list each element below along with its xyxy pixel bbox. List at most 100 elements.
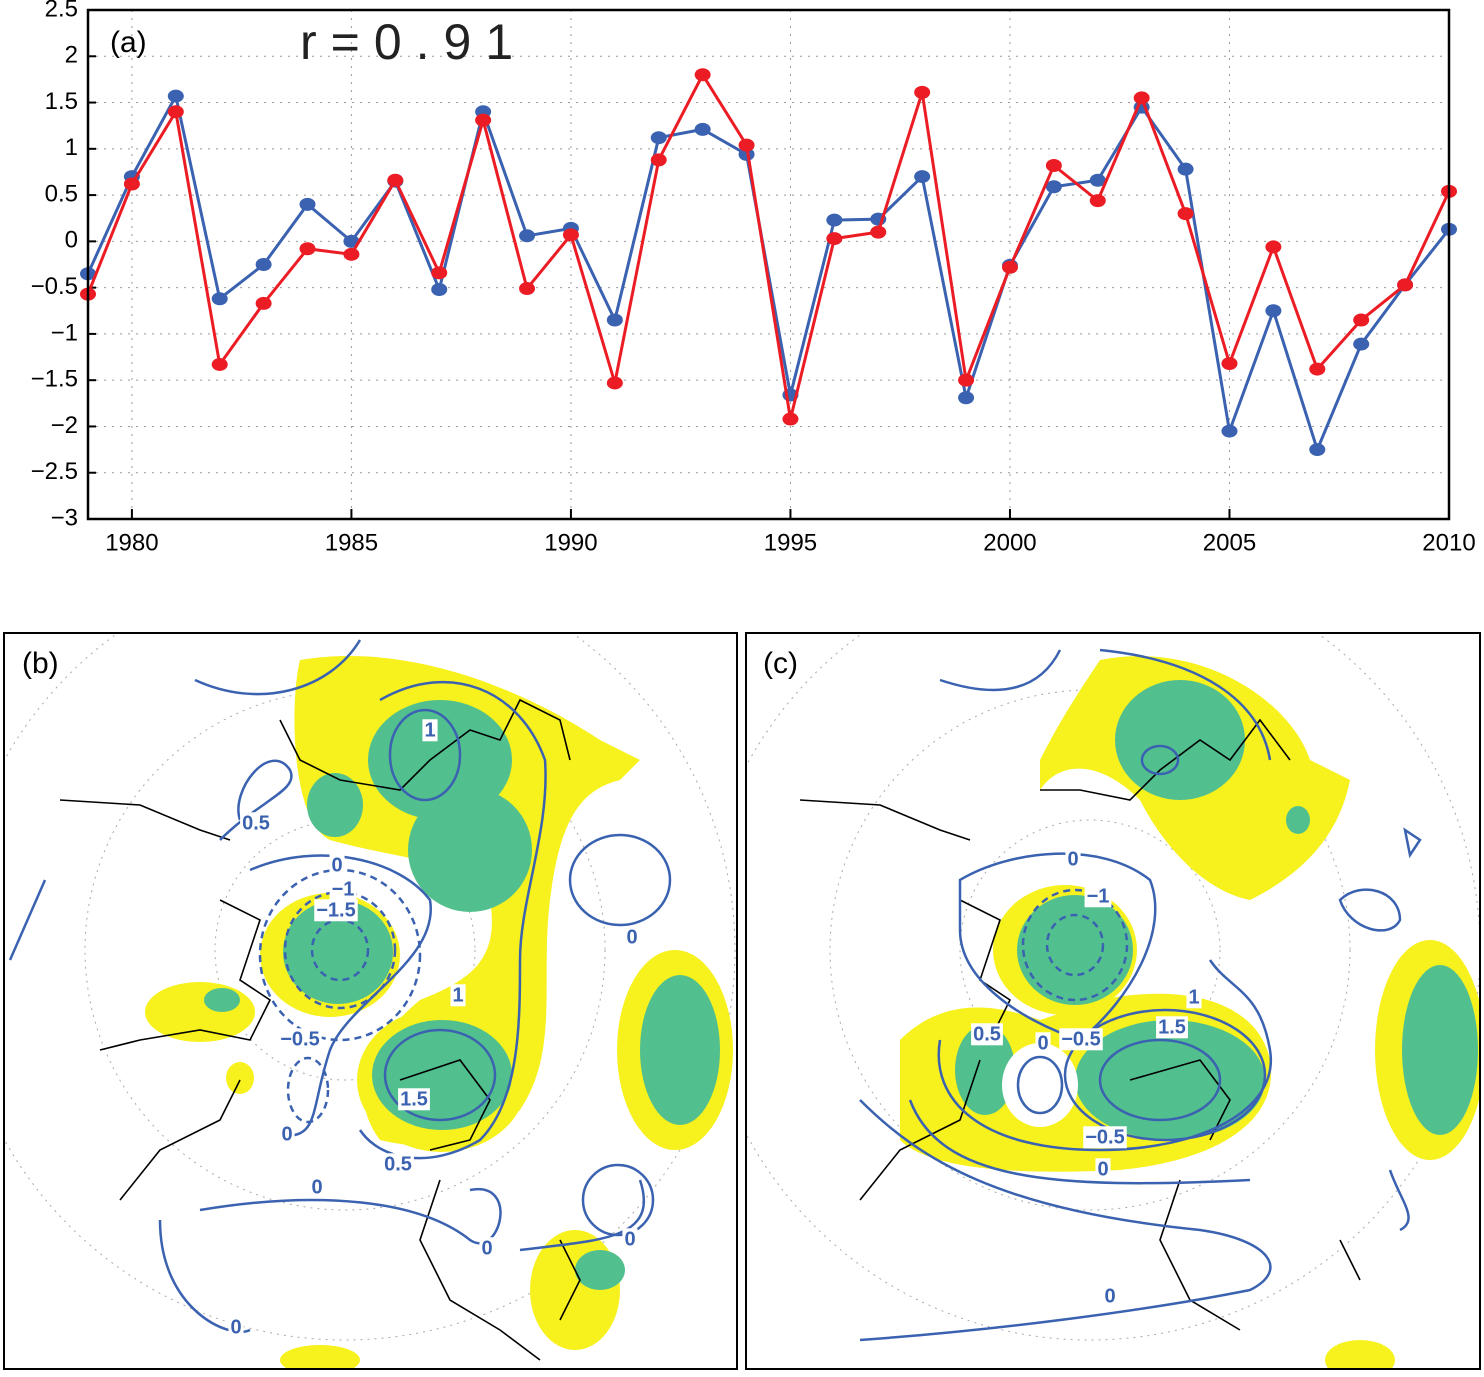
x-tick-label: 2000 — [983, 529, 1036, 556]
label-box — [1065, 848, 1081, 871]
label-box — [1083, 1126, 1127, 1149]
y-tick-label: −2 — [51, 412, 78, 439]
data-point — [650, 153, 667, 167]
y-tick-label: 2 — [65, 42, 78, 69]
y-tick-label: 2.5 — [45, 0, 78, 22]
data-point — [1221, 357, 1238, 371]
line-chart: −3 −2.5 −2 −1.5 −1 −0.5 0 0.5 1 1.5 2 2.5 1980 1985 19… — [31, 0, 1476, 556]
data-point — [826, 213, 843, 227]
data-point — [1353, 313, 1370, 327]
x-tick-label: 2005 — [1203, 529, 1256, 556]
label-box — [329, 854, 345, 877]
data-point — [694, 122, 711, 136]
y-tick-label: 1 — [65, 134, 78, 161]
data-point — [1089, 194, 1106, 208]
y-tick-label: −1.5 — [31, 366, 78, 393]
data-point — [870, 225, 887, 239]
panel-label: (a) — [110, 26, 147, 59]
data-point — [606, 313, 623, 327]
label-box — [450, 984, 466, 1007]
data-point — [1309, 362, 1326, 376]
data-point — [1045, 180, 1062, 194]
data-point — [343, 234, 360, 248]
data-point — [431, 282, 448, 296]
data-point — [738, 138, 755, 152]
contour-label: −0.5 — [1085, 1126, 1124, 1148]
label-box — [1059, 1028, 1103, 1051]
data-point — [1001, 260, 1018, 274]
contour-label: 0.5 — [973, 1023, 1001, 1045]
label-box — [622, 1228, 638, 1251]
contour-label: 0 — [1104, 1285, 1115, 1307]
label-box — [624, 926, 640, 949]
contour-label: −0.5 — [1061, 1028, 1100, 1050]
x-tick-label: 1980 — [105, 529, 158, 556]
data-point — [958, 373, 975, 387]
data-point — [1177, 162, 1194, 176]
x-tick-label: 2010 — [1422, 529, 1475, 556]
data-point — [475, 113, 492, 127]
panel-label: (b) — [22, 647, 59, 680]
contour-label: 0 — [1037, 1032, 1048, 1054]
label-box — [1035, 1032, 1051, 1055]
data-point — [1265, 304, 1282, 318]
map-b — [5, 634, 736, 1368]
data-point — [167, 105, 184, 119]
contour-label: 0 — [331, 854, 342, 876]
map-c — [747, 634, 1479, 1368]
contour-label: 1 — [1188, 986, 1199, 1008]
data-point — [826, 232, 843, 246]
contour-label: −1 — [1087, 885, 1110, 907]
panel-label: (c) — [763, 647, 798, 680]
label-box — [1084, 885, 1112, 908]
label-box — [309, 1176, 325, 1199]
contour-label: 0 — [281, 1123, 292, 1145]
data-point — [650, 131, 667, 145]
label-box — [278, 1028, 322, 1051]
label-box — [422, 719, 438, 742]
y-tick-label: −3 — [51, 504, 78, 531]
contour-label: 0 — [624, 1228, 635, 1250]
contour-label: 0 — [1067, 848, 1078, 870]
data-point — [1265, 240, 1282, 254]
data-point — [914, 170, 931, 184]
x-tick-label: 1995 — [764, 529, 817, 556]
data-point — [914, 85, 931, 99]
y-tick-label: −2.5 — [31, 458, 78, 485]
data-point — [958, 391, 975, 405]
data-point — [211, 292, 228, 306]
y-tick-label: 1.5 — [45, 88, 78, 115]
data-point — [343, 247, 360, 261]
data-point — [1221, 424, 1238, 438]
y-tick-label: 0 — [65, 227, 78, 254]
data-point — [1089, 173, 1106, 187]
annotation: r=0.91 — [300, 14, 527, 70]
data-point — [606, 376, 623, 390]
contour-label: −0.5 — [280, 1028, 319, 1050]
contour-label: 0 — [311, 1176, 322, 1198]
data-point — [1353, 337, 1370, 351]
panel-frame — [745, 632, 1481, 1370]
data-point — [694, 68, 711, 82]
contour-label: −1.5 — [316, 899, 355, 921]
label-box — [382, 1153, 414, 1176]
label-box — [1095, 1158, 1111, 1181]
data-point — [1133, 91, 1150, 105]
contour-label: 1.5 — [400, 1088, 428, 1110]
contour-label: 1.5 — [1158, 1016, 1186, 1038]
data-point — [562, 228, 579, 242]
y-tick-label: 0.5 — [45, 180, 78, 207]
contour-label: 1 — [424, 719, 435, 741]
label-box — [479, 1237, 495, 1260]
data-point — [1045, 158, 1062, 172]
data-point — [1177, 207, 1194, 221]
label-box — [228, 1316, 244, 1339]
data-point — [782, 412, 799, 426]
data-point — [519, 282, 536, 296]
label-box — [398, 1088, 430, 1111]
data-point — [211, 357, 228, 371]
data-point — [519, 229, 536, 243]
data-point — [299, 242, 316, 256]
data-point — [299, 197, 316, 211]
